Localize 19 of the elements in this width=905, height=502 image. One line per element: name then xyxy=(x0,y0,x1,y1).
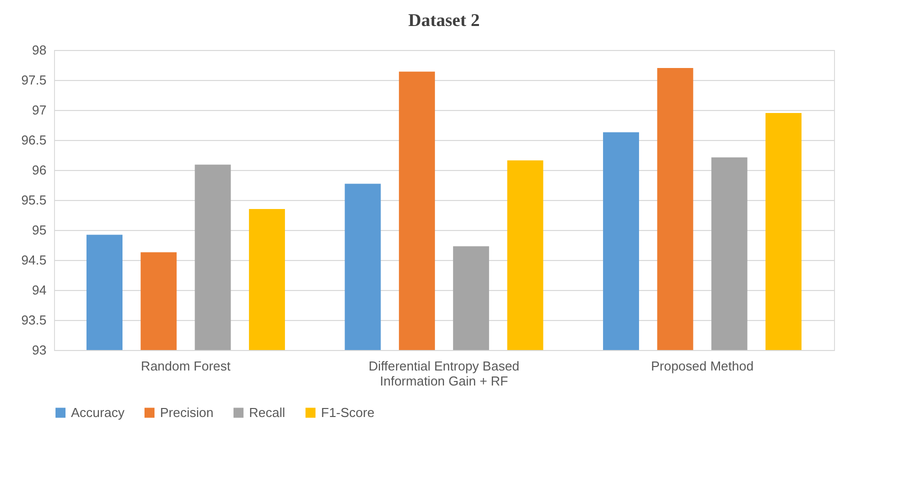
y-tick-label: 93 xyxy=(32,342,46,358)
y-tick-label: 94.5 xyxy=(21,252,46,268)
y-tick-label: 98 xyxy=(32,42,46,58)
legend-label: F1-Score xyxy=(321,404,374,420)
y-tick-label: 95 xyxy=(32,222,46,238)
chart-title: Dataset 2 xyxy=(408,10,480,30)
x-tick-label: Proposed Method xyxy=(650,358,754,374)
legend-label: Accuracy xyxy=(71,404,125,420)
y-tick-label: 96 xyxy=(32,162,46,178)
x-tick-label: Random Forest xyxy=(140,358,231,374)
y-tick-label: 97 xyxy=(32,102,46,118)
y-tick-label: 95.5 xyxy=(21,192,46,208)
x-tick-label: Differential Entropy Based Information Gain + RF xyxy=(368,358,520,388)
y-tick-label: 97.5 xyxy=(21,72,46,88)
legend-label: Recall xyxy=(249,404,286,420)
legend-label: Precision xyxy=(160,404,214,420)
y-tick-label: 94 xyxy=(32,282,46,298)
y-tick-label: 96.5 xyxy=(21,132,46,148)
y-tick-label: 93.5 xyxy=(21,312,46,328)
